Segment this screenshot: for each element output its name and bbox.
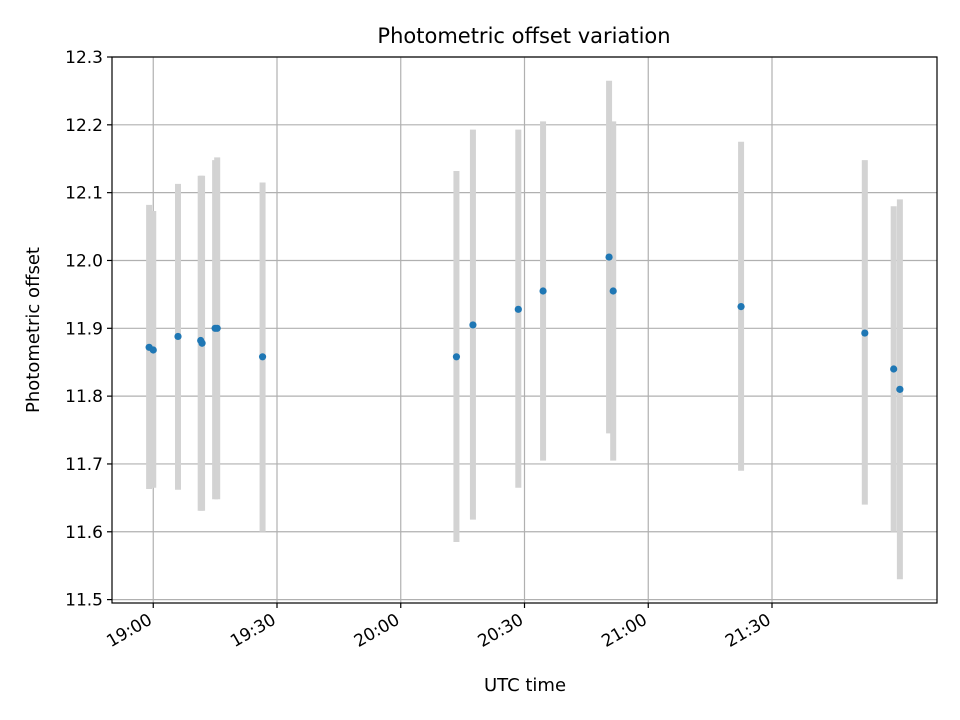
data-point (149, 346, 157, 354)
data-point (258, 353, 267, 361)
data-point (514, 305, 522, 313)
data-point (890, 365, 898, 373)
data-point (213, 324, 221, 332)
data-point (469, 321, 477, 329)
y-tick-label: 11.7 (65, 455, 103, 475)
y-axis-label: Photometric offset (23, 247, 44, 413)
data-point (896, 385, 904, 393)
data-point (737, 303, 745, 311)
x-tick-label: 20:30 (475, 610, 527, 652)
x-tick-label: 19:30 (227, 610, 279, 652)
chart-title: Photometric offset variation (377, 24, 670, 48)
x-tick-label: 21:00 (598, 610, 650, 652)
data-point (452, 353, 461, 361)
y-tick-label: 11.6 (65, 523, 103, 543)
data-point (861, 329, 869, 337)
data-point (609, 287, 617, 295)
x-axis-label: UTC time (484, 675, 566, 696)
y-tick-label: 12.0 (65, 251, 103, 271)
data-point (539, 287, 547, 295)
grid (112, 56, 937, 603)
y-tick-label: 11.5 (65, 591, 103, 611)
x-tick-label: 21:30 (722, 610, 774, 652)
x-tick-label: 20:00 (351, 610, 403, 652)
y-axis: 11.5 11.6 11.7 11.8 11.9 12.0 12.1 12.2 12.3 (65, 48, 112, 611)
y-tick-label: 11.8 (65, 387, 103, 407)
y-tick-label: 12.3 (65, 48, 103, 68)
data-points (145, 253, 904, 393)
data-point (174, 332, 182, 341)
y-tick-label: 11.9 (65, 319, 103, 339)
y-tick-label: 12.1 (65, 184, 103, 204)
x-axis: 19:00 19:30 20:00 20:30 21:00 21:30 (103, 603, 775, 652)
y-tick-label: 12.2 (65, 116, 103, 136)
x-tick-label: 19:00 (103, 610, 155, 652)
data-point (198, 339, 206, 347)
data-point (605, 253, 613, 261)
